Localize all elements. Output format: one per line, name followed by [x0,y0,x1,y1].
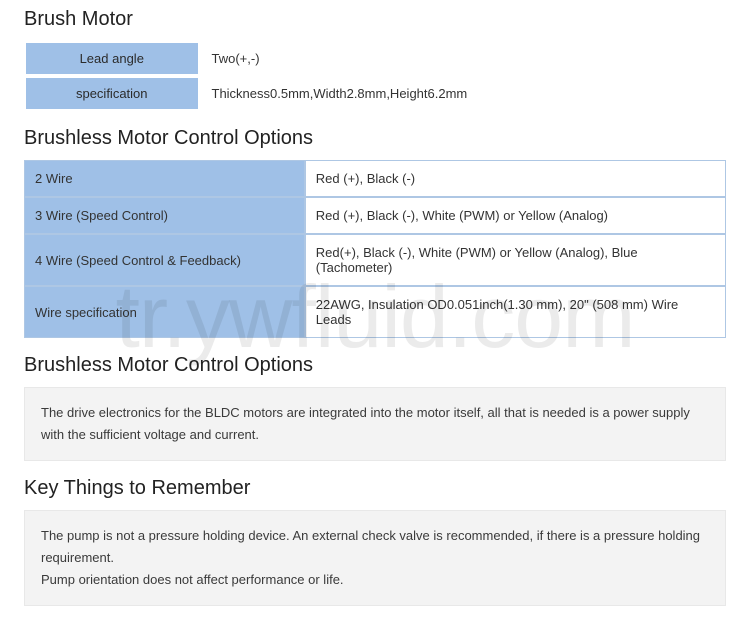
table-row: 3 Wire (Speed Control) Red (+), Black (-… [24,197,726,234]
spec-label: Lead angle [24,41,200,76]
key-things-box: The pump is not a pressure holding devic… [24,510,726,606]
info-text: Pump orientation does not affect perform… [41,569,709,591]
table-row: 4 Wire (Speed Control & Feedback) Red(+)… [24,234,726,286]
spec-value: Two(+,-) [200,41,727,76]
section-title-brushless-options: Brushless Motor Control Options [24,127,726,150]
spec-value: 22AWG, Insulation OD0.051inch(1.30 mm), … [305,286,726,338]
table-row: 2 Wire Red (+), Black (-) [24,160,726,197]
table-row: specification Thickness0.5mm,Width2.8mm,… [24,76,726,111]
spec-value: Red (+), Black (-), White (PWM) or Yello… [305,197,726,234]
spec-value: Red (+), Black (-) [305,160,726,197]
section-title-key-things: Key Things to Remember [24,477,726,500]
spec-value: Thickness0.5mm,Width2.8mm,Height6.2mm [200,76,727,111]
spec-label: Wire specification [24,286,305,338]
brushless-options-table: 2 Wire Red (+), Black (-) 3 Wire (Speed … [24,160,726,338]
table-row: Wire specification 22AWG, Insulation OD0… [24,286,726,338]
section-title-brush-motor: Brush Motor [24,8,726,31]
brushless-note-box: The drive electronics for the BLDC motor… [24,387,726,461]
spec-label: 2 Wire [24,160,305,197]
info-text: The pump is not a pressure holding devic… [41,525,709,569]
section-title-brushless-note: Brushless Motor Control Options [24,354,726,377]
spec-label: 3 Wire (Speed Control) [24,197,305,234]
table-row: Lead angle Two(+,-) [24,41,726,76]
info-text: The drive electronics for the BLDC motor… [41,405,690,442]
spec-label: specification [24,76,200,111]
brush-motor-table: Lead angle Two(+,-) specification Thickn… [24,41,726,111]
spec-label: 4 Wire (Speed Control & Feedback) [24,234,305,286]
spec-value: Red(+), Black (-), White (PWM) or Yellow… [305,234,726,286]
